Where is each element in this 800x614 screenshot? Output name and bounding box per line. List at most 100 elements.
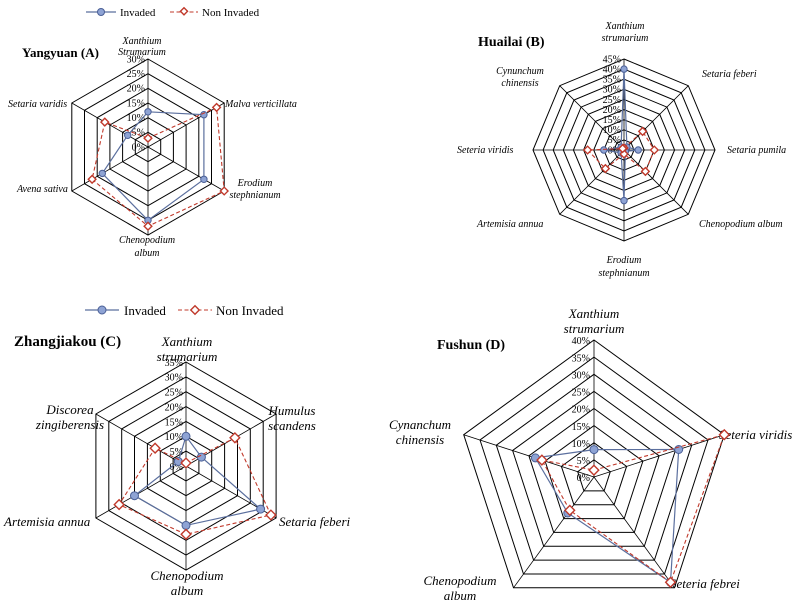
axis-label-erodium: stephnianum bbox=[229, 190, 280, 201]
legend-non-invaded-label: Non Invaded bbox=[202, 7, 260, 19]
axis-label-discorea: Discorea bbox=[45, 402, 94, 417]
tick-label: 40% bbox=[603, 64, 621, 75]
axis-label-malva: Malva verticillata bbox=[224, 99, 297, 110]
axis-label-chenopodium: album bbox=[444, 588, 477, 603]
axis-spoke bbox=[513, 476, 595, 589]
tick-label: 5% bbox=[170, 447, 183, 458]
tick-label: 20% bbox=[165, 402, 183, 413]
data-point-invaded bbox=[620, 196, 628, 205]
tick-label: 30% bbox=[165, 373, 183, 384]
tick-label: 5% bbox=[608, 135, 621, 146]
data-point-non-invaded bbox=[664, 576, 677, 589]
axis-label-xanthium: strumarium bbox=[157, 349, 218, 364]
axis-label-cynunchum: Cynunchum bbox=[496, 66, 544, 77]
axis-label-setaria-pumila: Setaria pumila bbox=[727, 145, 786, 156]
series-line-invaded bbox=[101, 111, 205, 222]
legend-bottom: Invaded Non Invaded bbox=[85, 303, 284, 318]
tick-label: 5% bbox=[132, 128, 145, 139]
data-point-non-invaded bbox=[588, 464, 600, 476]
panel-a-axis-labels: Xanthium Strumarium Malva verticillata E… bbox=[8, 36, 297, 259]
tick-label: 15% bbox=[127, 98, 145, 109]
tick-label: 0% bbox=[170, 462, 183, 473]
tick-label: 40% bbox=[572, 336, 590, 347]
axis-spoke bbox=[623, 149, 689, 215]
series-line-invaded bbox=[534, 448, 680, 584]
series-line-non-invaded bbox=[540, 433, 726, 584]
legend-non-invaded-marker-icon bbox=[189, 304, 201, 316]
tick-label: 30% bbox=[603, 85, 621, 96]
panel-b-axis-labels: Xanthium strumarium Setaria feberi Setar… bbox=[457, 21, 786, 279]
data-point-invaded bbox=[130, 491, 139, 501]
data-point-invaded bbox=[200, 175, 208, 184]
legend-invaded-label: Invaded bbox=[124, 303, 166, 318]
data-point-non-invaded bbox=[143, 221, 153, 232]
tick-label: 35% bbox=[165, 358, 183, 369]
axis-label-humulus: scandens bbox=[268, 418, 316, 433]
data-point-non-invaded bbox=[600, 163, 611, 174]
panel-d-axis-labels: Xanthium strumarium Seteria viridis Sete… bbox=[389, 306, 792, 603]
data-point-invaded bbox=[173, 457, 183, 466]
data-point-non-invaded bbox=[564, 504, 576, 517]
data-point-non-invaded bbox=[180, 457, 192, 469]
data-point-non-invaded bbox=[87, 174, 97, 185]
panel-b-title: Huailai (B) bbox=[478, 35, 545, 50]
data-point-non-invaded bbox=[211, 102, 222, 113]
tick-label: 30% bbox=[127, 54, 145, 65]
axis-label-xanthium: strumarium bbox=[564, 321, 625, 336]
axis-spoke bbox=[71, 102, 149, 148]
data-point-non-invaded bbox=[143, 133, 153, 144]
data-point-invaded bbox=[600, 146, 608, 154]
data-point-invaded bbox=[124, 131, 132, 140]
data-point-invaded bbox=[256, 504, 266, 514]
data-point-invaded bbox=[181, 520, 191, 530]
data-point-invaded bbox=[589, 445, 599, 455]
tick-label: 35% bbox=[572, 353, 590, 364]
axis-label-xanthium: strumarium bbox=[602, 33, 649, 44]
tick-label: 5% bbox=[577, 456, 590, 467]
panel-d-title: Fushun (D) bbox=[437, 338, 505, 353]
axis-spoke bbox=[95, 413, 187, 467]
axis-label-chenopodium: album bbox=[171, 583, 204, 598]
tick-label: 20% bbox=[603, 105, 621, 116]
axis-label-setaria-feberi: Setaria feberi bbox=[702, 69, 757, 80]
tick-label: 15% bbox=[165, 417, 183, 428]
axis-label-chenopodium: Chenopodium album bbox=[699, 219, 783, 230]
axis-label-setaria: Setaria varidis bbox=[8, 99, 67, 110]
tick-label: 25% bbox=[572, 388, 590, 399]
radar-chart-huailai: 0%5%10%15%20%25%30%35%40%45% bbox=[532, 54, 716, 242]
tick-label: 20% bbox=[127, 84, 145, 95]
axis-label-artemisia: Artemisia annua bbox=[3, 514, 91, 529]
data-point-non-invaded bbox=[113, 498, 125, 511]
tick-label: 30% bbox=[572, 370, 590, 381]
data-point-invaded bbox=[144, 108, 152, 116]
axis-label-xanthium: Xanthium bbox=[568, 306, 620, 321]
data-point-non-invaded bbox=[637, 126, 648, 137]
data-point-non-invaded bbox=[265, 509, 277, 521]
data-point-non-invaded bbox=[640, 166, 651, 177]
tick-label: 10% bbox=[127, 113, 145, 124]
tick-label: 0% bbox=[577, 473, 590, 484]
tick-label: 15% bbox=[603, 115, 621, 126]
data-point-non-invaded bbox=[99, 117, 110, 127]
axis-label-chenopodium: album bbox=[135, 248, 160, 259]
axis-label-discorea: zingiberensis bbox=[35, 417, 104, 432]
axis-label-chenopodium: Chenopodium bbox=[119, 235, 175, 246]
tick-label: 45% bbox=[603, 54, 621, 65]
axis-spoke bbox=[71, 146, 149, 192]
data-point-invaded bbox=[634, 146, 642, 154]
data-point-invaded bbox=[181, 431, 191, 441]
axis-label-xanthium: Xanthium bbox=[122, 36, 162, 47]
data-point-non-invaded bbox=[718, 428, 731, 441]
data-point-non-invaded bbox=[536, 454, 548, 466]
axis-label-seteria-febrei: Seteria febrei bbox=[670, 576, 740, 591]
axis-label-cynunchum: chinensis bbox=[501, 78, 538, 89]
axis-spoke bbox=[95, 465, 187, 519]
axis-label-setaria-feberi: Setaria feberi bbox=[279, 514, 351, 529]
data-point-invaded bbox=[620, 65, 628, 73]
axis-label-chenopodium: Chenopodium bbox=[151, 568, 224, 583]
axis-spoke bbox=[593, 434, 725, 478]
data-point-non-invaded bbox=[617, 143, 628, 154]
tick-label: 10% bbox=[603, 125, 621, 136]
axis-label-erodium: stephnianum bbox=[598, 268, 649, 279]
